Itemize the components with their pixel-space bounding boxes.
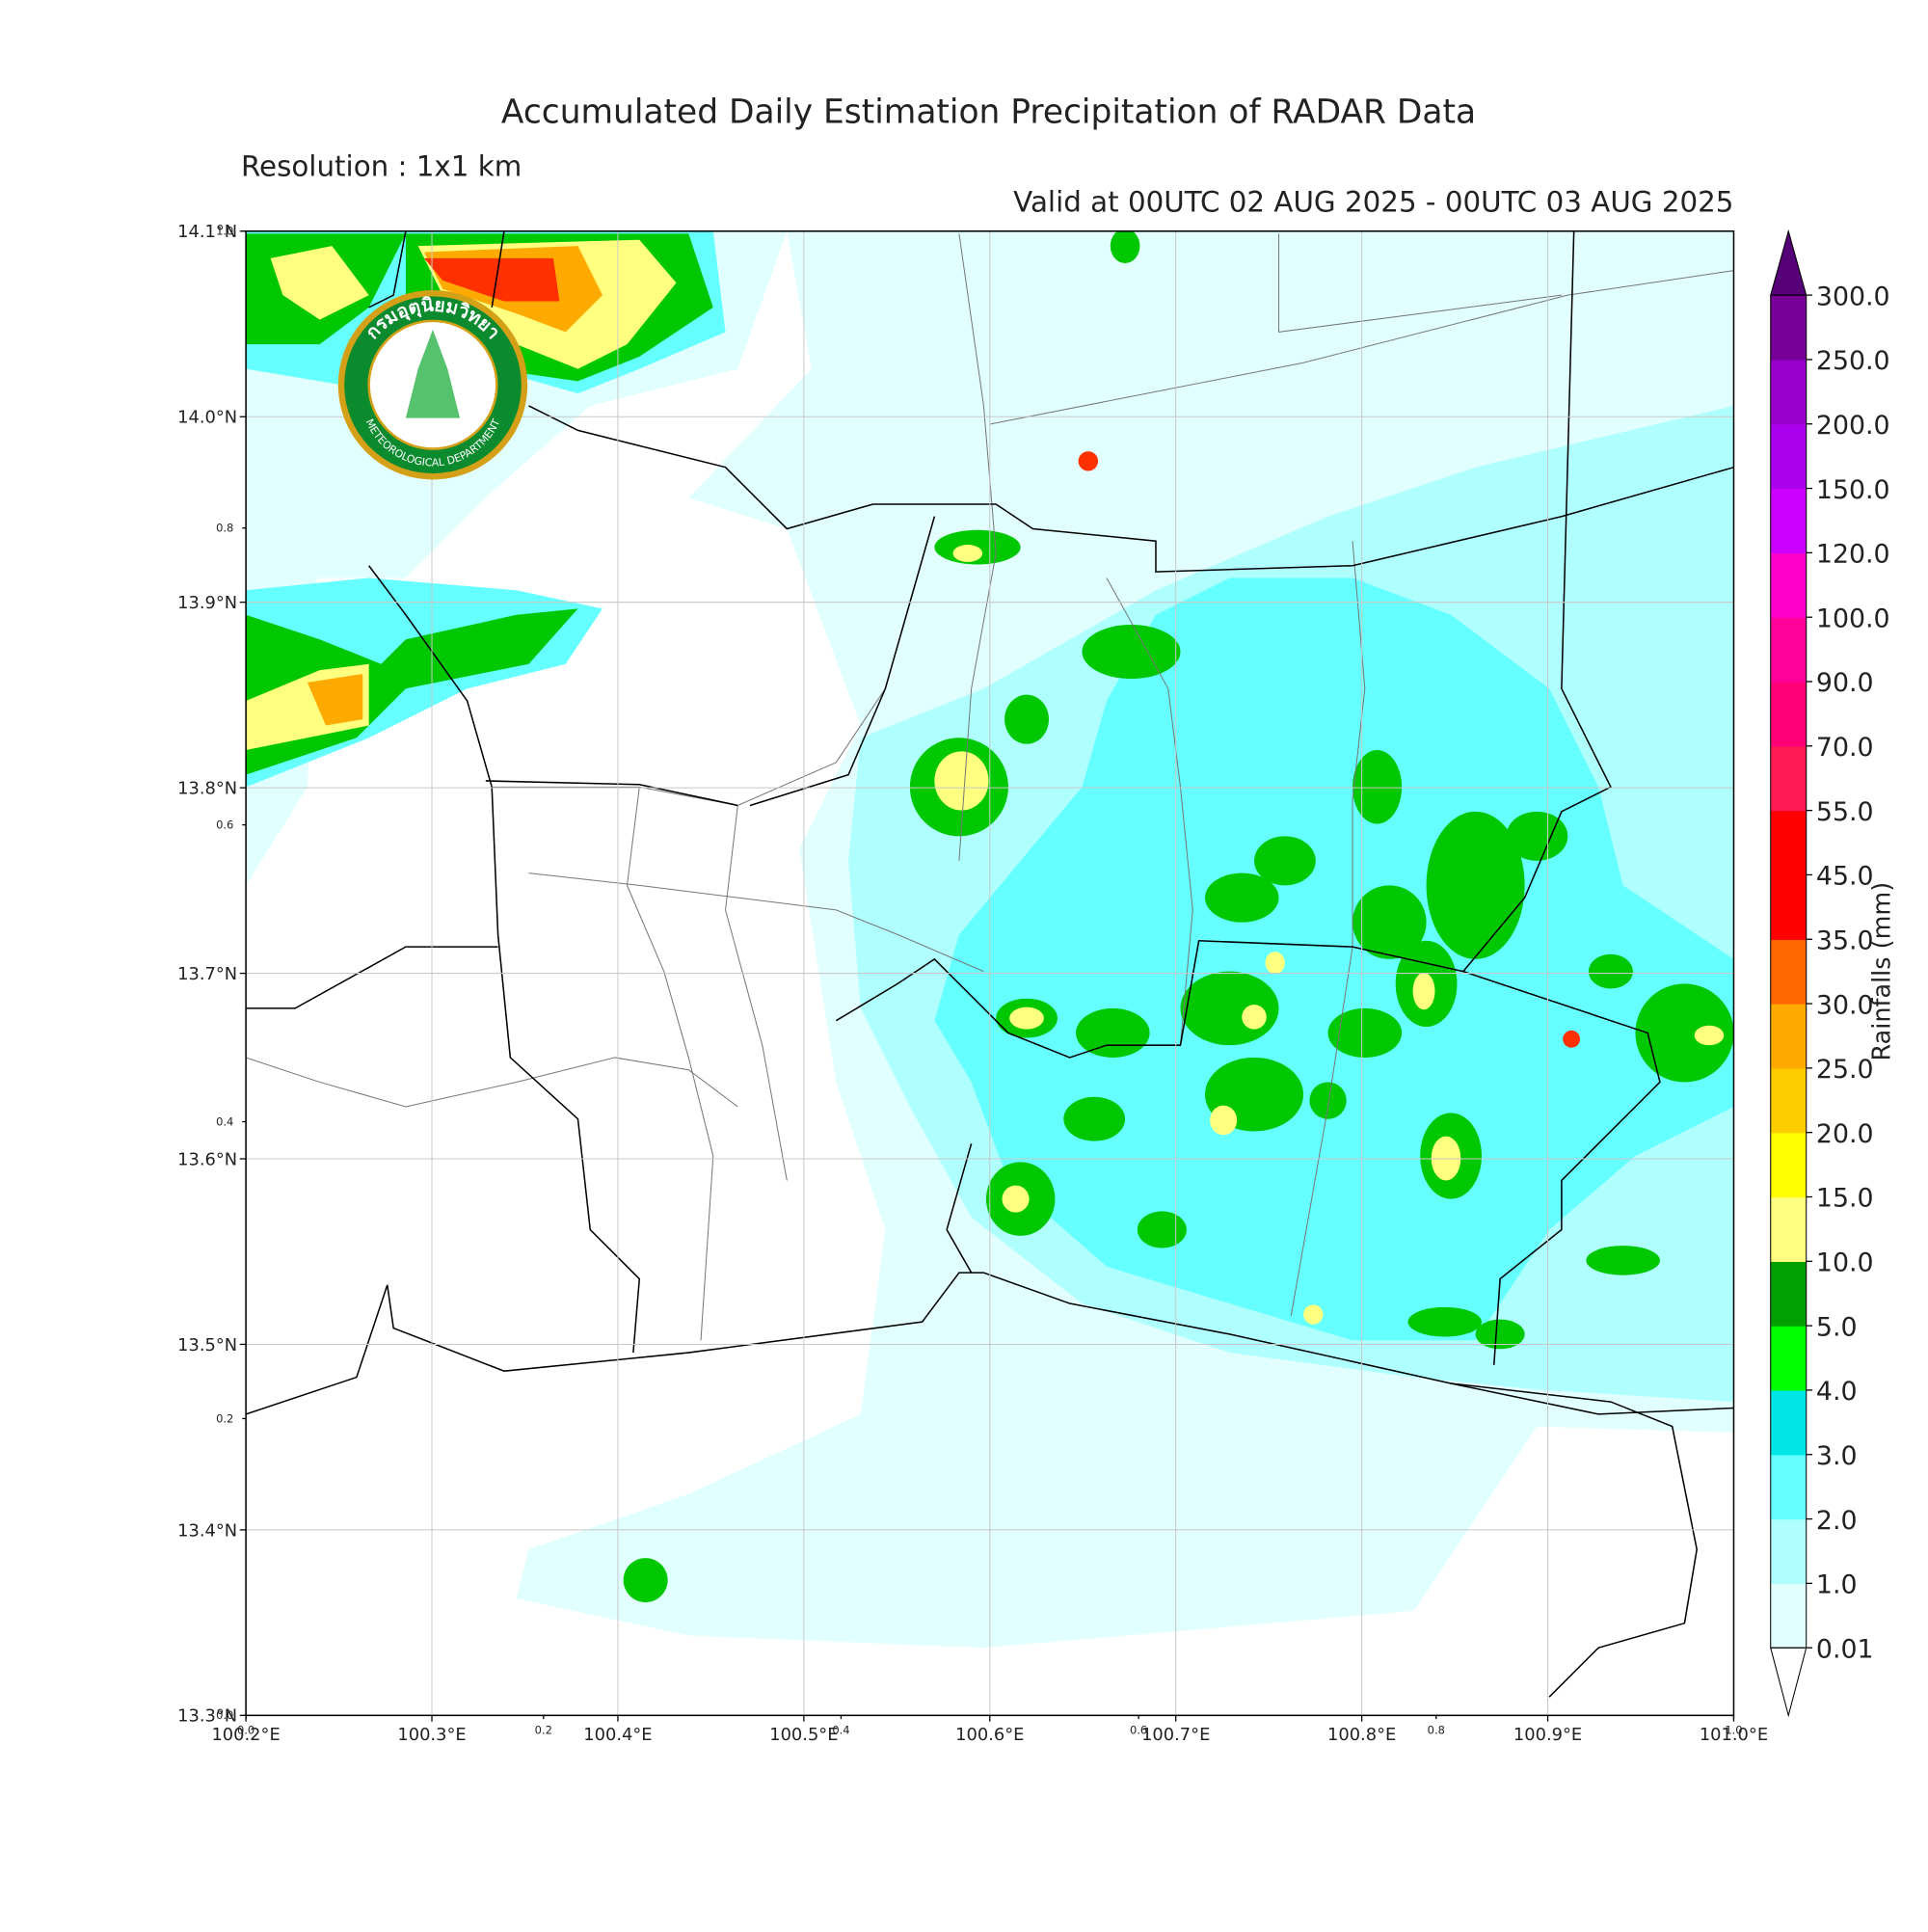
x-tick-label: 100.9°E bbox=[1513, 1725, 1582, 1745]
map-axes: 100.2°E 100.3°E 100.4°E 100.5°E 100.6°E 100.7… bbox=[177, 222, 1768, 1745]
x-tick-label: 100.5°E bbox=[769, 1725, 838, 1745]
inner-x-tick-label: 1.0 bbox=[1725, 1723, 1742, 1736]
inner-x-tick-label: 0.0 bbox=[237, 1723, 254, 1736]
y-tick-label: 13.4°N bbox=[177, 1520, 237, 1541]
colorbar-band bbox=[1770, 1454, 1807, 1520]
rain-area bbox=[934, 577, 1734, 1341]
colorbar-band bbox=[1770, 1004, 1807, 1069]
colorbar-tick-label: 35.0 bbox=[1816, 926, 1874, 955]
x-tick-label: 100.6°E bbox=[955, 1725, 1024, 1745]
colorbar-tick-label: 70.0 bbox=[1816, 733, 1874, 763]
colorbar-tick-label: 10.0 bbox=[1816, 1248, 1874, 1278]
colorbar-band bbox=[1770, 1583, 1807, 1649]
colorbar-tick-label: 150.0 bbox=[1816, 475, 1890, 505]
x-tick-label: 100.2°E bbox=[211, 1725, 280, 1745]
inner-x-tick-label: 0.6 bbox=[1130, 1723, 1147, 1736]
colorbar-tick-label: 20.0 bbox=[1816, 1119, 1874, 1149]
colorbar-tick-label: 45.0 bbox=[1816, 862, 1874, 892]
y-tick-label: 13.8°N bbox=[177, 779, 237, 799]
y-tick-label: 13.7°N bbox=[177, 964, 237, 984]
colorbar-tick-label: 90.0 bbox=[1816, 668, 1874, 698]
colorbar-tick-label: 120.0 bbox=[1816, 540, 1890, 570]
colorbar-tick-label: 25.0 bbox=[1816, 1055, 1874, 1085]
colorbar-tick-label: 2.0 bbox=[1816, 1506, 1858, 1536]
y-tick-label: 14.0°N bbox=[177, 408, 237, 428]
colorbar-band bbox=[1770, 1389, 1807, 1456]
figure-content: Accumulated Daily Estimation Precipitati… bbox=[177, 94, 1896, 1745]
colorbar-band bbox=[1770, 1067, 1807, 1134]
colorbar-extend-under bbox=[1770, 1647, 1808, 1718]
inner-x-tick-label: 0.8 bbox=[1428, 1723, 1445, 1736]
inner-y-tick-label: 1.0 bbox=[216, 225, 233, 238]
colorbar-tick-label: 0.01 bbox=[1816, 1634, 1874, 1664]
y-tick-label: 13.3°N bbox=[177, 1706, 237, 1727]
colorbar-band bbox=[1770, 1518, 1807, 1585]
colorbar-band bbox=[1770, 1326, 1807, 1391]
valid-time: Valid at 00UTC 02 AUG 2025 - 00UTC 03 AU… bbox=[1013, 185, 1733, 218]
inner-y-tick-label: 0.0 bbox=[216, 1708, 233, 1722]
colorbar-band bbox=[1770, 423, 1807, 490]
colorbar-band bbox=[1770, 874, 1807, 940]
x-tick-label: 100.8°E bbox=[1327, 1725, 1396, 1745]
inner-y-tick-label: 0.4 bbox=[216, 1114, 233, 1128]
colorbar-tick-label: 3.0 bbox=[1816, 1441, 1858, 1471]
colorbar-tick-label: 5.0 bbox=[1816, 1312, 1858, 1342]
colorbar-frame bbox=[1770, 294, 1808, 1649]
colorbar-band bbox=[1770, 745, 1807, 812]
x-tick-label: 101.0°E bbox=[1700, 1725, 1768, 1745]
colorbar-band bbox=[1770, 295, 1807, 361]
y-tick-label: 13.5°N bbox=[177, 1335, 237, 1355]
colorbar-band bbox=[1770, 552, 1807, 618]
colorbar-band bbox=[1770, 810, 1807, 876]
inner-x-tick-label: 0.2 bbox=[535, 1723, 552, 1736]
map-frame bbox=[245, 230, 1735, 1717]
colorbar-band bbox=[1770, 681, 1807, 747]
colorbar-tick-label: 15.0 bbox=[1816, 1184, 1874, 1214]
inner-y-tick-label: 0.8 bbox=[216, 522, 233, 535]
colorbar-tick-label: 300.0 bbox=[1816, 282, 1890, 311]
colorbar-tick-label: 30.0 bbox=[1816, 990, 1874, 1020]
subtitle: Resolution : 1x1 km bbox=[241, 149, 522, 182]
logo-figure bbox=[405, 329, 461, 418]
title: Accumulated Daily Estimation Precipitati… bbox=[501, 94, 1476, 132]
colorbar-tick-label: 250.0 bbox=[1816, 346, 1890, 376]
inner-y-tick-label: 0.6 bbox=[216, 818, 233, 831]
x-tick-label: 100.4°E bbox=[583, 1725, 652, 1745]
colorbar-label: Rainfalls (mm) bbox=[1867, 882, 1896, 1061]
x-tick-label: 100.7°E bbox=[1141, 1725, 1210, 1745]
colorbar-tick-label: 4.0 bbox=[1816, 1377, 1858, 1407]
colorbar-band bbox=[1770, 1261, 1807, 1327]
y-tick-label: 13.9°N bbox=[177, 593, 237, 613]
colorbar-band bbox=[1770, 488, 1807, 554]
colorbar-band bbox=[1770, 617, 1807, 683]
colorbar-band bbox=[1770, 359, 1807, 425]
colorbar-band bbox=[1770, 1196, 1807, 1262]
colorbar-band bbox=[1770, 1132, 1807, 1198]
colorbar-band bbox=[1770, 939, 1807, 1005]
x-tick-label: 100.3°E bbox=[397, 1725, 466, 1745]
y-tick-label: 13.6°N bbox=[177, 1149, 237, 1169]
inner-y-tick-label: 0.2 bbox=[216, 1411, 233, 1425]
colorbar-tick-label: 100.0 bbox=[1816, 604, 1890, 633]
colorbar-tick-label: 55.0 bbox=[1816, 797, 1874, 827]
colorbar-tick-label: 1.0 bbox=[1816, 1570, 1858, 1600]
province-boundaries bbox=[246, 230, 1734, 1698]
logo: กรมอุตุนิยมวิทยา METEOROLOGICAL DEPARTME… bbox=[337, 290, 528, 480]
colorbar-tick-label: 200.0 bbox=[1816, 411, 1890, 441]
y-tick-label: 14.1°N bbox=[177, 222, 237, 242]
colorbar: 0.01 1.0 2.0 3.0 4.0 5.0 10.0 15.0 20.0 25.0 30.0 3… bbox=[1770, 228, 1896, 1718]
colorbar-extend-over bbox=[1770, 228, 1808, 296]
inner-x-tick-label: 0.4 bbox=[832, 1723, 849, 1736]
rain-cells-red bbox=[424, 257, 1581, 1048]
